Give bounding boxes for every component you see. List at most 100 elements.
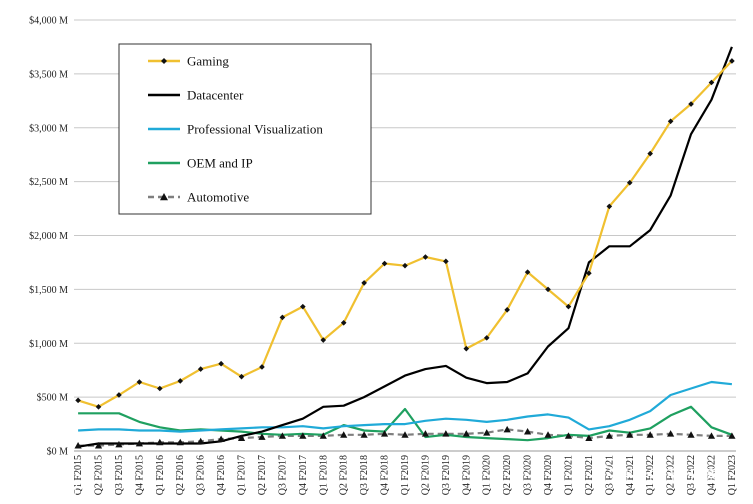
gaming-point	[95, 404, 102, 410]
gaming-point	[422, 254, 429, 260]
gaming-point	[177, 378, 184, 384]
automotive-point	[380, 430, 389, 437]
gaming-point	[586, 270, 592, 277]
x-tick-label: Q4 F2022	[706, 455, 717, 495]
legend-marker	[161, 58, 167, 64]
x-tick-label: Q2 F2018	[339, 455, 350, 495]
watermark-bottom-right: 半导体行业观察	[620, 467, 718, 484]
x-tick-label: Q3 F2017	[277, 455, 288, 495]
x-tick-label: Q3 F2020	[523, 455, 534, 495]
gaming-point	[361, 280, 367, 286]
gaming-point	[565, 303, 572, 310]
automotive-point	[156, 438, 164, 446]
gaming-point	[545, 286, 551, 293]
gaming-point	[218, 360, 224, 367]
x-tick-label: Q3 F2016	[196, 455, 207, 495]
gaming-point	[238, 373, 245, 380]
series-line-professional-visualization	[78, 380, 733, 433]
watermark-bottom-left: 六部投行	[30, 482, 86, 498]
automotive-point	[135, 439, 143, 447]
gaming-point	[524, 269, 531, 275]
x-tick-label: Q3 F2018	[359, 455, 370, 495]
gaming-point	[483, 335, 490, 341]
gaming-point	[381, 260, 388, 267]
automotive-point	[278, 432, 287, 439]
gaming-point	[402, 262, 408, 269]
gaming-point	[463, 345, 470, 352]
x-axis-ticks: Q1 F2015 Q2 F2015 Q3 F2015 Q4 F2015 Q1 F2016…	[73, 455, 738, 495]
series-line-datacenter	[77, 46, 733, 448]
gaming-point	[688, 101, 694, 107]
watermarks: 六部投行 半导体行业观察	[7, 466, 718, 498]
automotive-point	[299, 432, 307, 439]
automotive-point	[401, 431, 409, 438]
automotive-point	[503, 425, 511, 433]
y-tick-label: $3,000 M	[29, 123, 68, 134]
y-tick-label: $1,000 M	[29, 339, 68, 350]
y-tick-label: $1,500 M	[29, 285, 68, 296]
x-tick-label: Q4 F2019	[461, 455, 472, 495]
legend-marker	[160, 193, 168, 201]
x-tick-label: Q3 F2015	[114, 455, 125, 495]
x-tick-label: Q1 F2015	[73, 455, 84, 495]
x-tick-label: Q4 F2017	[298, 455, 309, 495]
automotive-point	[646, 431, 654, 438]
x-tick-label: Q3 F2022	[686, 455, 697, 495]
automotive-point	[707, 432, 716, 439]
automotive-point	[74, 442, 82, 449]
x-tick-label: Q2 F2020	[502, 455, 513, 495]
x-tick-label: Q2 F2015	[94, 455, 105, 495]
gaming-point	[708, 79, 715, 86]
automotive-point	[605, 432, 613, 439]
gaming-point	[606, 203, 613, 210]
legend-label: Datacenter	[187, 88, 244, 103]
gaming-point	[279, 314, 286, 321]
gaming-point	[667, 118, 674, 125]
x-tick-label: Q1 F2022	[645, 455, 656, 495]
automotive-point	[115, 440, 123, 448]
x-tick-label: Q1 F2021	[563, 455, 574, 495]
x-tick-label: Q1 F2020	[482, 455, 493, 495]
legend-label: OEM and IP	[187, 156, 253, 171]
y-tick-label: $0 M	[47, 447, 69, 458]
gaming-point	[647, 150, 653, 157]
automotive-point	[523, 428, 532, 435]
gaming-point	[504, 307, 510, 313]
x-tick-label: Q4 F2021	[625, 455, 636, 495]
x-tick-label: Q4 F2020	[543, 455, 554, 495]
automotive-point	[544, 431, 552, 438]
x-tick-label: Q4 F2016	[216, 455, 227, 495]
x-tick-label: Q2 F2016	[175, 455, 186, 495]
gaming-point	[626, 179, 633, 186]
gaming-point	[300, 303, 306, 310]
x-tick-label: Q1 F2023	[727, 455, 738, 495]
automotive-point	[626, 431, 634, 438]
automotive-point	[462, 430, 470, 437]
y-tick-label: $3,500 M	[29, 69, 68, 80]
automotive-point	[421, 430, 430, 437]
series-markers	[74, 58, 736, 449]
gaming-point	[729, 58, 735, 64]
y-tick-label: $500 M	[37, 393, 69, 404]
automotive-point	[94, 442, 103, 449]
automotive-point	[258, 433, 266, 440]
y-tick-label: $2,500 M	[29, 177, 68, 188]
gaming-point	[75, 397, 81, 404]
y-tick-label: $4,000 M	[29, 16, 68, 27]
watermark-logo-icon	[7, 480, 25, 498]
automotive-point	[667, 430, 675, 437]
gaming-point	[197, 366, 204, 372]
legend-label: Automotive	[187, 190, 249, 205]
x-tick-label: Q4 F2015	[134, 455, 145, 495]
watermark-wechat-icon	[597, 466, 615, 484]
x-tick-label: Q1 F2018	[318, 455, 329, 495]
automotive-point	[585, 434, 593, 441]
y-tick-label: $2,000 M	[29, 231, 68, 242]
x-tick-label: Q2 F2022	[666, 455, 677, 495]
gaming-point	[443, 258, 449, 265]
automotive-point	[442, 430, 450, 437]
legend-label: Professional Visualization	[187, 122, 323, 137]
automotive-point	[728, 432, 736, 439]
automotive-point	[197, 437, 205, 445]
